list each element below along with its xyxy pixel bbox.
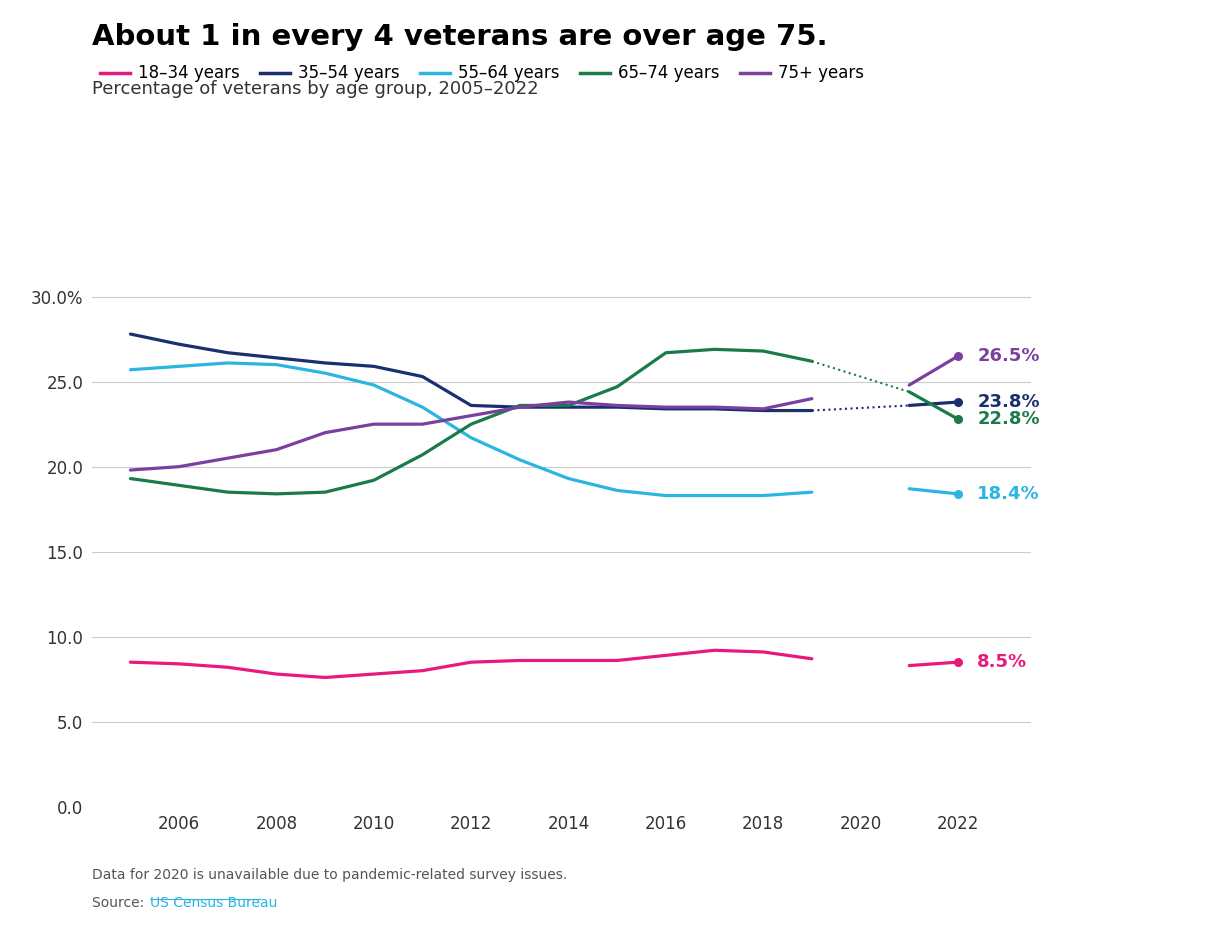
Text: 8.5%: 8.5% xyxy=(977,653,1027,672)
Text: Source:: Source: xyxy=(92,896,148,910)
Text: Percentage of veterans by age group, 2005–2022: Percentage of veterans by age group, 200… xyxy=(92,80,538,98)
Text: Data for 2020 is unavailable due to pandemic-related survey issues.: Data for 2020 is unavailable due to pand… xyxy=(92,868,567,882)
Legend: 18–34 years, 35–54 years, 55–64 years, 65–74 years, 75+ years: 18–34 years, 35–54 years, 55–64 years, 6… xyxy=(100,64,864,83)
Text: 18.4%: 18.4% xyxy=(977,485,1039,503)
Text: 26.5%: 26.5% xyxy=(977,347,1039,365)
Text: US Census Bureau: US Census Bureau xyxy=(150,896,277,910)
Text: 23.8%: 23.8% xyxy=(977,393,1039,411)
Text: 22.8%: 22.8% xyxy=(977,410,1039,428)
Text: About 1 in every 4 veterans are over age 75.: About 1 in every 4 veterans are over age… xyxy=(92,23,827,52)
